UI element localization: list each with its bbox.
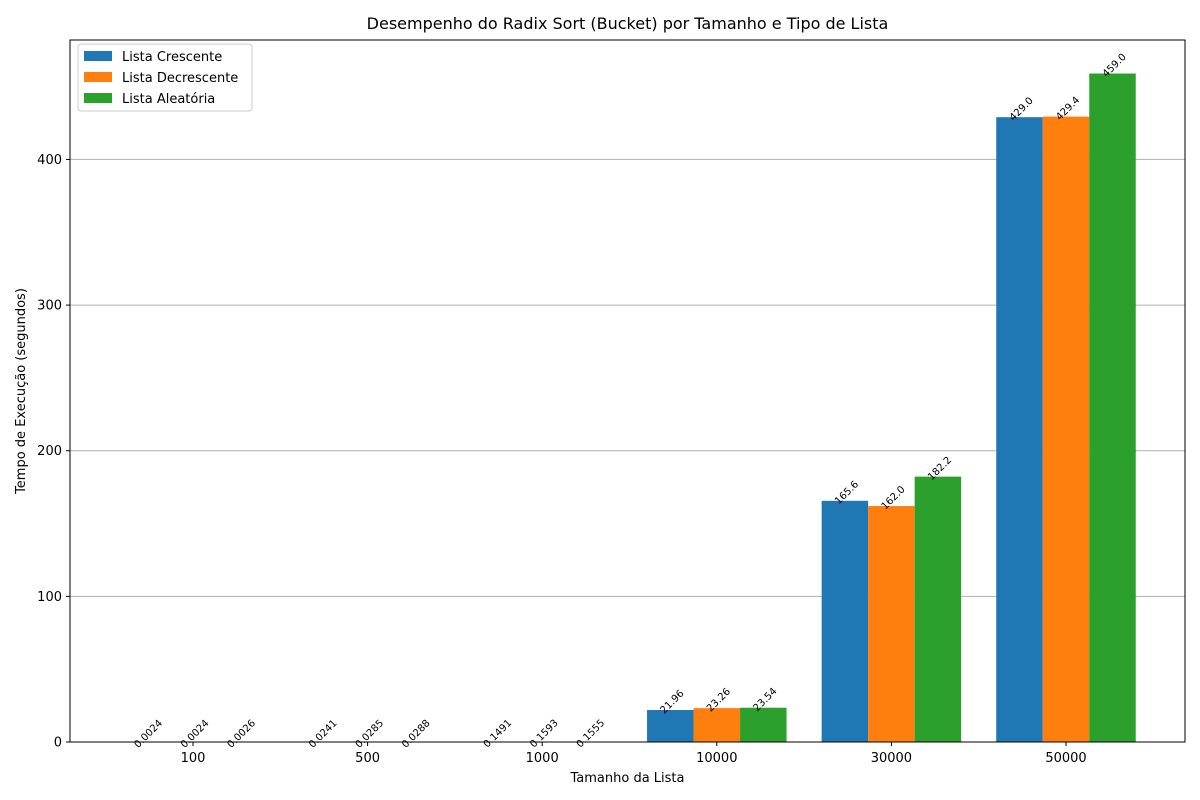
y-tick-label: 200: [37, 444, 62, 459]
legend-swatch: [84, 72, 112, 82]
y-tick-label: 100: [37, 590, 62, 605]
y-axis-label: Tempo de Execução (segundos): [14, 288, 29, 495]
x-tick-label: 1000: [526, 751, 559, 766]
x-axis-label: Tamanho da Lista: [570, 771, 685, 786]
data-label: 0.0288: [400, 718, 433, 751]
data-labels: 0.0024 0.0024 0.0026 0.0241 0.0285 0.0288 0.14…: [132, 52, 1128, 751]
bars: [123, 73, 1136, 743]
legend-label: Lista Crescente: [122, 50, 222, 65]
data-label: 0.1593: [528, 718, 561, 751]
bar: [914, 476, 962, 742]
bar: [740, 707, 787, 742]
y-tick-label: 0: [54, 736, 62, 751]
data-label: 0.0024: [179, 718, 212, 751]
x-tick-label: 100: [181, 751, 206, 766]
legend-swatch: [84, 51, 112, 61]
plot-frame: [69, 39, 1186, 743]
legend-box: [77, 43, 253, 112]
bar: [1089, 73, 1136, 742]
data-label: 0.0024: [132, 718, 165, 751]
bar: [1042, 116, 1090, 743]
legend-swatch: [84, 93, 112, 103]
bar: [868, 506, 915, 742]
y-tick-label: 300: [37, 299, 62, 314]
bar: [821, 500, 869, 742]
bar: [647, 710, 694, 742]
x-axis: 100 500 1000 10000 30000 50000: [181, 742, 1087, 766]
legend-label: Lista Decrescente: [122, 71, 238, 86]
x-tick-label: 30000: [871, 751, 912, 766]
data-label: 0.1491: [482, 718, 515, 751]
data-label: 0.0026: [225, 718, 258, 751]
data-label: 0.0241: [307, 718, 340, 751]
bar: [693, 708, 741, 742]
y-axis: 0 100 200 300 400: [37, 153, 70, 751]
y-tick-label: 400: [37, 153, 62, 168]
legend: Lista Crescente Lista Decrescente Lista Al…: [77, 43, 253, 112]
x-tick-label: 10000: [696, 751, 737, 766]
bar: [996, 117, 1043, 743]
chart-title: Desempenho do Radix Sort (Bucket) por Ta…: [367, 14, 889, 33]
legend-label: Lista Aleatória: [122, 92, 215, 107]
data-label: 0.0285: [354, 718, 387, 751]
data-label: 0.1555: [575, 718, 608, 751]
x-tick-label: 500: [355, 751, 380, 766]
x-tick-label: 50000: [1045, 751, 1086, 766]
